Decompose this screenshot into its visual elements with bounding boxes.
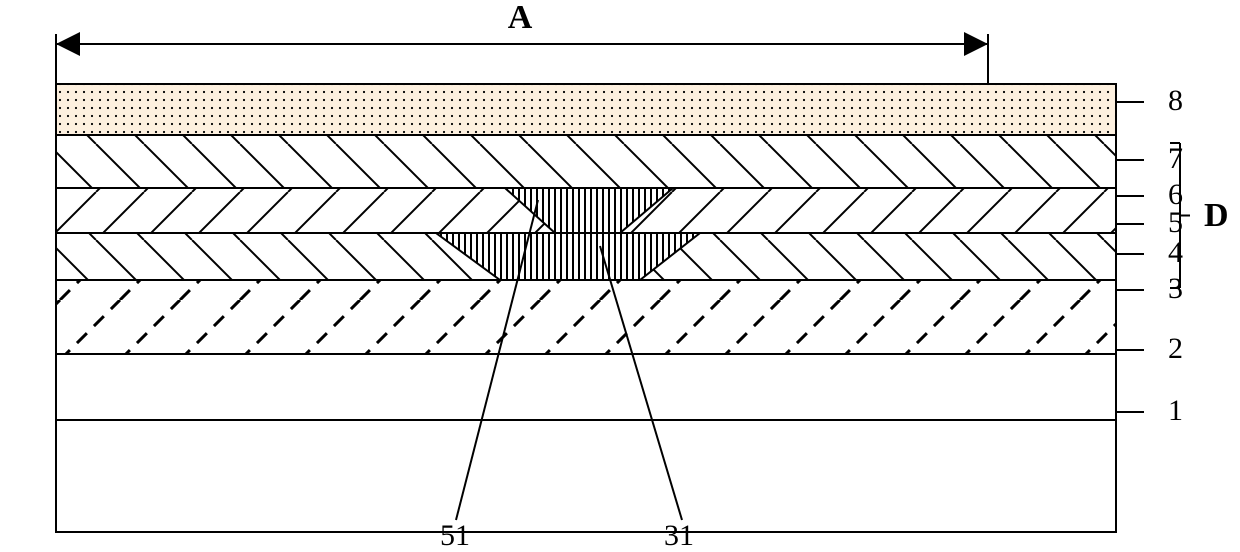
label-2: 2 — [1168, 332, 1183, 365]
label-8: 8 — [1168, 84, 1183, 117]
dim-a-label: A — [508, 0, 533, 36]
layer-7 — [56, 135, 1116, 188]
label-1: 1 — [1168, 394, 1183, 427]
bracket-d-label: D — [1204, 197, 1229, 234]
layer-2 — [56, 280, 1116, 354]
layer-1 — [56, 354, 1116, 420]
layer-8 — [56, 84, 1116, 135]
leader-label-51: 51 — [440, 519, 470, 552]
leader-label-31: 31 — [664, 519, 694, 552]
